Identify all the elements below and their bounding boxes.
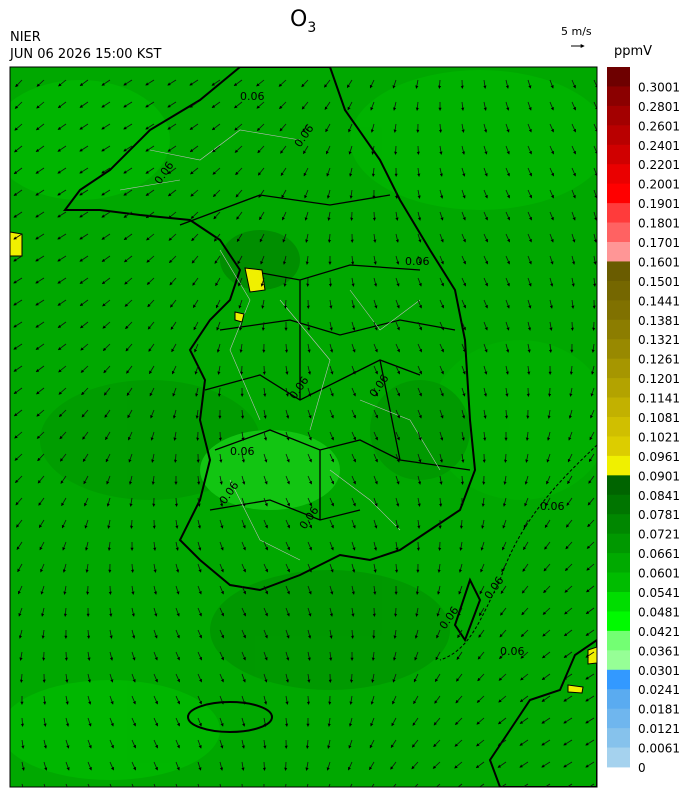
wind-arrow [549,388,550,396]
colorbar-segment [607,145,630,165]
wind-arrow [264,762,265,770]
colorbar-segment [607,164,630,184]
colorbar-label: 0.0421 [638,625,680,639]
colorbar-segment [607,261,630,281]
title-text: O [290,7,307,32]
colorbar-label: 0.2801 [638,100,680,114]
colorbar-label: 0.0781 [638,508,680,522]
colorbar-segment [607,670,630,690]
colorbar-segment [607,67,630,87]
colorbar-segment [607,573,630,593]
contour-label: 0.06 [405,255,430,268]
colorbar-segment [607,436,630,456]
colorbar-label: 0.1901 [638,197,680,211]
colorbar-label: 0.0601 [638,567,680,581]
wind-arrow [87,586,88,594]
colorbar-label: 0.1141 [638,392,680,406]
colorbar-label: 0.0961 [638,450,680,464]
colorbar-segment [607,689,630,709]
colorbar-segment [607,709,630,729]
colorbar-segment [607,534,630,554]
colorbar: 0.3001 0.2801 0.2601 0.2401 0.2201 0.2001 0.19… [607,67,680,775]
colorbar-segment [607,86,630,106]
colorbar-label: 0.0541 [638,586,680,600]
wind-arrow [66,652,67,660]
colorbar-segment [607,359,630,379]
colorbar-label: 0.0721 [638,528,680,542]
timestamp: JUN 06 2026 15:00 KST [9,47,161,62]
colorbar-segment [607,553,630,573]
wind-arrow [395,146,396,154]
colorbar-label: 0.0301 [638,664,680,678]
colorbar-label: 0.2201 [638,158,680,172]
colorbar-segment [607,592,630,612]
colorbar-label: 0.0121 [638,722,680,736]
colorbar-segment [607,242,630,262]
colorbar-label: 0.1321 [638,333,680,347]
wind-scale: 5 m/s [561,25,592,38]
wind-arrow [220,432,221,440]
wind-arrow [374,212,375,220]
wind-arrow [572,322,573,330]
colorbar-label: 0.0901 [638,469,680,483]
title: O3 [290,7,316,36]
colorbar-label: 0.2601 [638,119,680,133]
colorbar-segment [607,223,630,243]
agency: NIER [10,30,41,45]
colorbar-segment [607,748,630,768]
colorbar-label: 0.1441 [638,294,680,308]
colorbar-label: 0.0061 [638,742,680,756]
colorbar-label: 0 [638,761,646,775]
colorbar-label: 0.0481 [638,605,680,619]
colorbar-segment [607,456,630,476]
colorbar-segment [607,281,630,301]
contour-label: 0.06 [500,645,525,658]
colorbar-segment [607,378,630,398]
colorbar-label: 0.1381 [638,314,680,328]
colorbar-segment [607,631,630,651]
colorbar-label: 0.3001 [638,80,680,94]
colorbar-segment [607,320,630,340]
contour-label: 0.06 [240,90,265,103]
colorbar-label: 0.2001 [638,178,680,192]
colorbar-segment [607,475,630,495]
colorbar-segment [607,417,630,437]
colorbar-label: 0.0661 [638,547,680,561]
colorbar-segment [607,125,630,145]
colorbar-segment [607,728,630,748]
colorbar-label: 0.0361 [638,644,680,658]
contour-label: 0.06 [540,500,565,513]
unit: ppmV [614,44,652,59]
colorbar-segment [607,495,630,515]
colorbar-label: 0.1601 [638,255,680,269]
colorbar-segment [607,184,630,204]
colorbar-segment [607,398,630,418]
contour-label: 0.06 [230,445,255,458]
colorbar-label: 0.1801 [638,217,680,231]
colorbar-segment [607,514,630,534]
colorbar-label: 0.1201 [638,372,680,386]
colorbar-label: 0.1701 [638,236,680,250]
colorbar-label: 0.1261 [638,353,680,367]
wind-arrow [241,366,242,374]
colorbar-segment [607,203,630,223]
wind-arrow [418,542,419,550]
colorbar-label: 0.0241 [638,683,680,697]
colorbar-label: 0.1501 [638,275,680,289]
colorbar-label: 0.2401 [638,139,680,153]
colorbar-segment [607,300,630,320]
colorbar-segment [607,339,630,359]
wind-arrow [395,608,396,616]
colorbar-segment [607,650,630,670]
colorbar-segment [607,106,630,126]
colorbar-label: 0.1081 [638,411,680,425]
title-subscript: 3 [307,20,316,36]
colorbar-label: 0.1021 [638,430,680,444]
colorbar-label: 0.0181 [638,703,680,717]
colorbar-segment [607,611,630,631]
colorbar-label: 0.0841 [638,489,680,503]
